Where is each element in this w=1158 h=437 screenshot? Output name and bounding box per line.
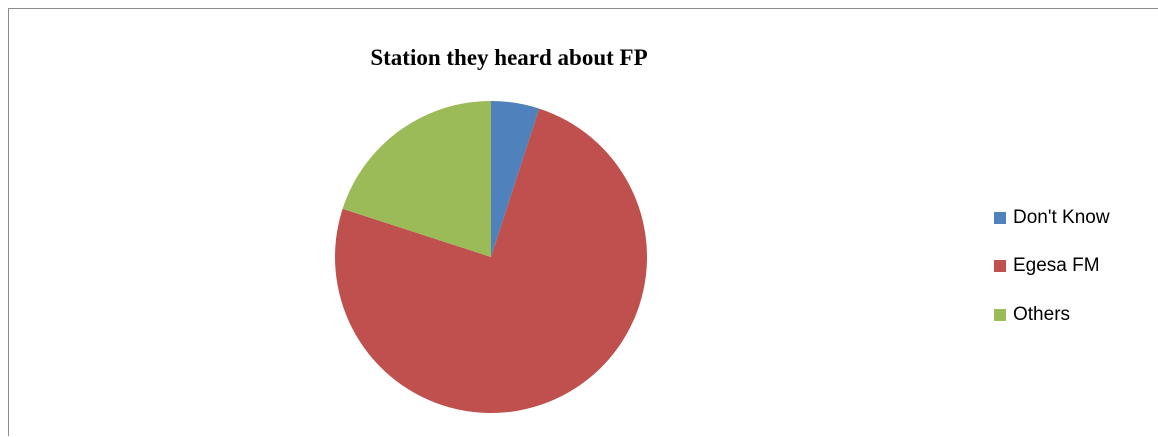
legend: Don't Know Egesa FM Others: [994, 204, 1110, 350]
pie-slice-don-t-know: [491, 101, 540, 257]
legend-swatch: [994, 211, 1006, 224]
chart-area: Station they heard about FP Don't Know Eg…: [8, 8, 1158, 436]
legend-item: Don't Know: [994, 204, 1110, 231]
legend-item: Others: [994, 301, 1110, 328]
legend-item: Egesa FM: [994, 253, 1110, 280]
pie-chart: [335, 101, 647, 414]
pie-slice-others: [342, 101, 491, 257]
legend-label: Others: [1013, 303, 1071, 325]
legend-swatch: [994, 260, 1006, 272]
pie-slice-egesa-fm: [335, 108, 647, 414]
legend-label: Don't Know: [1013, 206, 1110, 228]
chart-title: Station they heard about FP: [370, 45, 648, 70]
legend-label: Egesa FM: [1013, 255, 1100, 276]
legend-swatch: [994, 308, 1006, 321]
